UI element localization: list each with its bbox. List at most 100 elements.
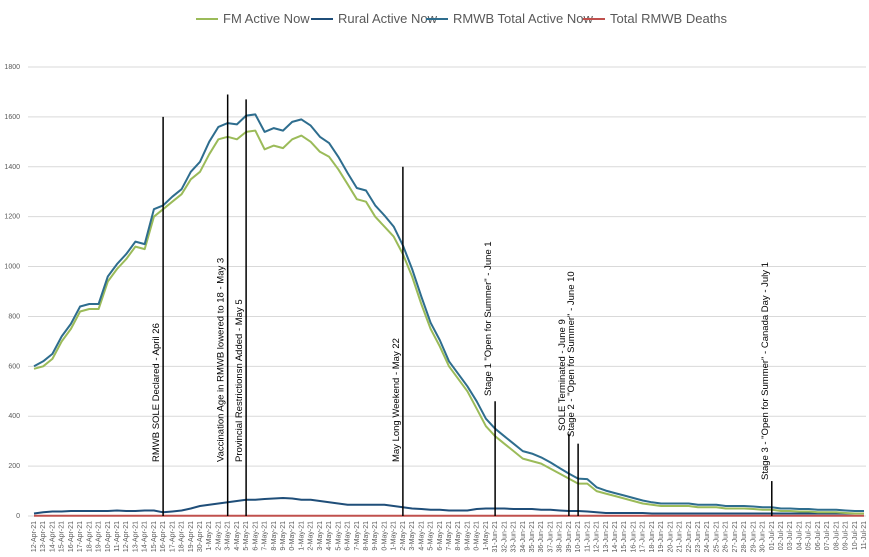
x-tick-label: 26-Jun-21 bbox=[723, 521, 730, 553]
series-line-fm-active-now bbox=[33, 129, 864, 515]
x-tick-label: 10-Jun-21 bbox=[575, 521, 582, 553]
x-tick-label: 15-Apr-21 bbox=[151, 521, 158, 552]
x-tick-label: 02-Jul-21 bbox=[778, 521, 785, 550]
x-tick-label: 13-Apr-21 bbox=[132, 521, 139, 552]
x-tick-label: 18-Jun-21 bbox=[649, 521, 656, 553]
x-tick-label: 12-Apr-21 bbox=[123, 521, 130, 552]
x-tick-label: 35-Jun-21 bbox=[529, 521, 536, 553]
x-tick-label: 32-Jun-21 bbox=[501, 521, 508, 553]
y-tick-label: 200 bbox=[8, 463, 20, 470]
x-tick-label: 4-May-21 bbox=[234, 521, 241, 551]
x-tick-label: 8-May-21 bbox=[455, 521, 462, 551]
x-tick-label: 19-Jun-21 bbox=[658, 521, 665, 553]
x-tick-label: 3-May-21 bbox=[317, 521, 324, 551]
x-tick-label: 12-Apr-21 bbox=[31, 521, 38, 552]
x-tick-label: 7-May-21 bbox=[446, 521, 453, 551]
x-tick-label: 2-May-21 bbox=[308, 521, 315, 551]
x-tick-label: 11-Jul-21 bbox=[861, 521, 868, 550]
x-tick-label: 30-Jun-21 bbox=[760, 521, 767, 553]
annotation-label: Stage 2 - "Open for Summer" - June 10 bbox=[566, 271, 577, 437]
y-tick-label: 1200 bbox=[4, 214, 20, 221]
y-tick-label: 400 bbox=[8, 413, 20, 420]
x-tick-label: 27-Jun-21 bbox=[732, 521, 739, 553]
x-tick-label: 15-Apr-21 bbox=[59, 521, 66, 552]
x-tick-label: 37-Jun-21 bbox=[547, 521, 554, 553]
x-tick-label: 16-Apr-21 bbox=[160, 521, 167, 552]
legend-label: Rural Active Now bbox=[338, 11, 438, 26]
x-tick-label: 6-May-21 bbox=[437, 521, 444, 551]
x-tick-label: 11-Jun-21 bbox=[584, 521, 591, 552]
annotation-label: RMWB SOLE Declared - April 26 bbox=[151, 323, 162, 462]
x-tick-label: 36-Jun-21 bbox=[538, 521, 545, 553]
x-tick-label: 01-Jul-21 bbox=[769, 521, 776, 550]
x-tick-label: 29-Jun-21 bbox=[750, 521, 757, 553]
x-tick-label: 30-Apr-21 bbox=[197, 521, 204, 552]
x-tick-label: 33-Jun-21 bbox=[511, 521, 518, 553]
annotation-label: May Long Weekend - May 22 bbox=[391, 338, 402, 462]
x-tick-label: 09-Jul-21 bbox=[843, 521, 850, 550]
x-tick-label: 9-May-21 bbox=[280, 521, 287, 551]
x-tick-label: 11-Apr-21 bbox=[114, 521, 121, 552]
x-tick-label: 3-May-21 bbox=[409, 521, 416, 551]
x-tick-label: 7-May-21 bbox=[262, 521, 269, 551]
x-tick-label: 17-Apr-21 bbox=[77, 521, 84, 552]
x-tick-label: 19-Apr-21 bbox=[188, 521, 195, 552]
y-tick-label: 0 bbox=[16, 513, 20, 520]
series-line-rural-active-now bbox=[33, 497, 864, 515]
x-tick-label: 5-May-21 bbox=[335, 521, 342, 551]
x-tick-label: 39-Jun-21 bbox=[566, 521, 573, 553]
x-tick-label: 0-May-21 bbox=[381, 521, 388, 551]
y-tick-label: 800 bbox=[8, 313, 20, 320]
x-tick-label: 15-Jun-21 bbox=[621, 521, 628, 553]
x-tick-label: 13-Jun-21 bbox=[603, 521, 610, 553]
x-tick-label: 07-Jul-21 bbox=[824, 521, 831, 550]
x-tick-label: 24-Jun-21 bbox=[704, 521, 711, 553]
x-tick-label: 1-May-21 bbox=[483, 521, 490, 551]
x-tick-label: 23-Jun-21 bbox=[695, 521, 702, 553]
x-tick-label: 5-May-21 bbox=[428, 521, 435, 551]
x-tick-label: 12-Jun-21 bbox=[594, 521, 601, 553]
annotation-label: Stage 1 "Open for Summer" - June 1 bbox=[483, 241, 494, 396]
x-tick-label: 28-Jun-21 bbox=[741, 521, 748, 553]
annotation-label: SOLE Terminated - June 9 bbox=[557, 319, 568, 431]
x-tick-label: 14-Apr-21 bbox=[142, 521, 149, 552]
x-tick-label: 03-Jul-21 bbox=[787, 521, 794, 550]
x-tick-label: 25-Jun-21 bbox=[713, 521, 720, 553]
x-tick-label: 05-Jul-21 bbox=[806, 521, 813, 550]
y-tick-label: 1000 bbox=[4, 264, 20, 271]
x-tick-label: 0-May-21 bbox=[474, 521, 481, 551]
x-tick-label: 1-May-21 bbox=[206, 521, 213, 551]
y-tick-label: 1800 bbox=[4, 64, 20, 71]
x-tick-label: 21-Jun-21 bbox=[677, 521, 684, 553]
x-tick-label: 18-Apr-21 bbox=[86, 521, 93, 552]
annotation-label: Provincial Restrictionsn Added - May 5 bbox=[234, 299, 245, 462]
legend-label: Total RMWB Deaths bbox=[610, 11, 728, 26]
legend-label: FM Active Now bbox=[223, 11, 310, 26]
x-tick-label: 14-Jun-21 bbox=[612, 521, 619, 553]
x-tick-label: 7-May-21 bbox=[354, 521, 361, 551]
x-tick-label: 14-Apr-21 bbox=[49, 521, 56, 552]
x-tick-label: 18-Apr-21 bbox=[179, 521, 186, 552]
x-tick-label: 4-May-21 bbox=[418, 521, 425, 551]
x-tick-label: 3-May-21 bbox=[225, 521, 232, 551]
x-tick-label: 38-Jun-21 bbox=[557, 521, 564, 553]
x-tick-label: 22-Jun-21 bbox=[686, 521, 693, 553]
x-tick-label: 16-Jun-21 bbox=[630, 521, 637, 553]
x-tick-label: 19-Apr-21 bbox=[96, 521, 103, 552]
x-tick-label: 17-Jun-21 bbox=[640, 521, 647, 553]
y-tick-label: 600 bbox=[8, 363, 20, 370]
x-tick-label: 8-May-21 bbox=[363, 521, 370, 551]
x-tick-label: 6-May-21 bbox=[345, 521, 352, 551]
series-line-rmwb-total-active-now bbox=[33, 113, 864, 512]
x-tick-label: 06-Jul-21 bbox=[815, 521, 822, 550]
x-tick-label: 31-Jun-21 bbox=[492, 521, 499, 553]
y-tick-label: 1600 bbox=[4, 114, 20, 121]
x-tick-label: 1-May-21 bbox=[298, 521, 305, 551]
x-tick-label: 10-Apr-21 bbox=[105, 521, 112, 552]
x-tick-label: 4-May-21 bbox=[326, 521, 333, 551]
x-tick-label: 5-May-21 bbox=[243, 521, 250, 551]
x-tick-label: 2-May-21 bbox=[400, 521, 407, 551]
x-tick-label: 8-May-21 bbox=[271, 521, 278, 551]
x-tick-label: 9-May-21 bbox=[464, 521, 471, 551]
